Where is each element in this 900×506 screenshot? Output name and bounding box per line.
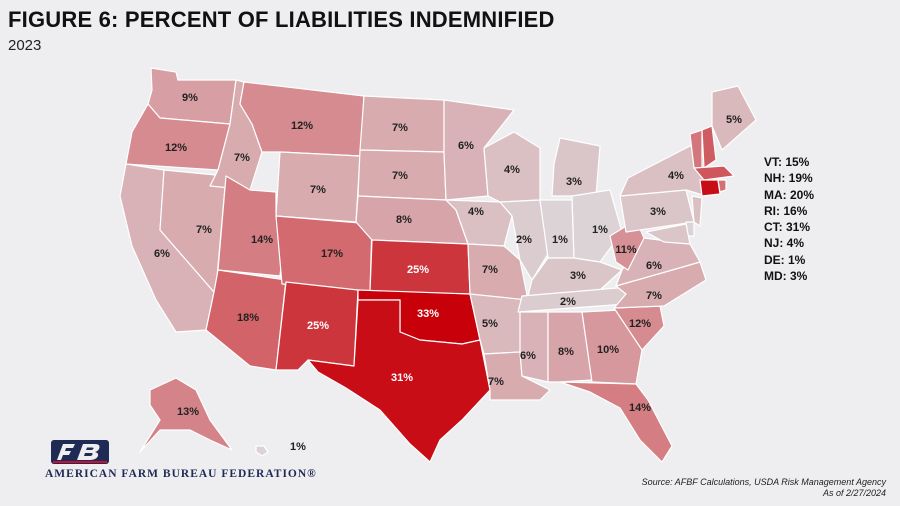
state-label-va: 6% xyxy=(646,260,662,272)
state-label-nv: 7% xyxy=(196,224,212,236)
state-label-wy: 7% xyxy=(310,184,326,196)
legend-item-nj: NJ: 4% xyxy=(764,236,805,251)
state-label-il: 2% xyxy=(516,234,532,246)
state-ut xyxy=(217,175,287,277)
state-label-la: 7% xyxy=(488,376,504,388)
state-ma xyxy=(693,165,735,181)
legend-item-nh: NH: 19% xyxy=(764,171,813,186)
state-nh xyxy=(701,125,717,169)
state-label-ga: 10% xyxy=(597,344,619,356)
state-md xyxy=(645,223,691,245)
afbf-logo-mark-icon xyxy=(51,440,109,464)
figure-subtitle: 2023 xyxy=(8,37,42,54)
state-label-in: 1% xyxy=(552,234,568,246)
legend-item-ct: CT: 31% xyxy=(764,220,811,235)
state-label-ok: 33% xyxy=(417,308,439,320)
state-label-sc: 12% xyxy=(629,318,651,330)
state-label-ca: 6% xyxy=(154,248,170,260)
state-label-mn: 6% xyxy=(458,140,474,152)
state-oh xyxy=(571,189,623,263)
state-label-pa: 3% xyxy=(650,206,666,218)
state-label-wi: 4% xyxy=(504,164,520,176)
state-me xyxy=(711,85,757,151)
legend-item-de: DE: 1% xyxy=(764,252,806,267)
state-label-tn: 2% xyxy=(560,296,576,308)
state-label-ne: 8% xyxy=(396,214,412,226)
state-ri xyxy=(717,179,727,193)
figure-title: FIGURE 6: PERCENT OF LIABILITIES INDEMNI… xyxy=(8,7,555,32)
state-label-co: 17% xyxy=(321,248,343,260)
state-label-wv: 11% xyxy=(615,244,637,256)
state-label-nc: 7% xyxy=(646,290,662,302)
state-label-hi: 1% xyxy=(290,441,306,453)
state-label-mo: 7% xyxy=(482,264,498,276)
state-label-nm: 25% xyxy=(307,320,329,332)
state-al xyxy=(547,311,593,383)
state-label-tx: 31% xyxy=(391,372,413,384)
legend-item-vt: VT: 15% xyxy=(764,155,810,169)
state-ak xyxy=(139,377,233,453)
source-line: Source: AFBF Calculations, USDA Risk Man… xyxy=(641,477,886,487)
state-label-mt: 12% xyxy=(291,120,313,132)
state-label-ak: 13% xyxy=(177,406,199,418)
state-ms xyxy=(519,311,549,383)
state-tx xyxy=(307,299,491,463)
state-label-id: 7% xyxy=(234,152,250,164)
state-label-or: 12% xyxy=(165,142,187,154)
legend-item-ri: RI: 16% xyxy=(764,203,808,218)
state-label-me: 5% xyxy=(726,114,742,126)
state-label-ut: 14% xyxy=(251,234,273,246)
state-label-al: 8% xyxy=(558,346,574,358)
state-label-ks: 25% xyxy=(407,264,429,276)
state-label-ky: 3% xyxy=(570,270,586,282)
state-label-wa: 9% xyxy=(182,92,198,104)
afbf-logo-text: AMERICAN FARM BUREAU FEDERATION® xyxy=(45,468,317,480)
state-label-ms: 6% xyxy=(520,350,536,362)
legend-item-md: MD: 3% xyxy=(764,269,808,284)
state-fl xyxy=(559,381,673,463)
state-label-nd: 7% xyxy=(392,122,408,134)
state-nj xyxy=(691,195,703,227)
state-hi xyxy=(255,445,269,457)
state-ct xyxy=(699,179,721,197)
legend-item-ma: MA: 20% xyxy=(764,187,815,202)
state-label-ny: 4% xyxy=(668,170,684,182)
as-of-date: As of 2/27/2024 xyxy=(822,488,886,498)
state-label-ia: 4% xyxy=(468,206,484,218)
afbf-logo: AMERICAN FARM BUREAU FEDERATION® xyxy=(45,438,325,482)
source-note: Source: AFBF Calculations, USDA Risk Man… xyxy=(642,477,886,499)
state-label-mi: 3% xyxy=(566,176,582,188)
small-states-legend: VT: 15% NH: 19% MA: 20% RI: 16% CT: 31% … xyxy=(764,154,814,284)
state-label-az: 18% xyxy=(237,312,259,324)
state-label-fl: 14% xyxy=(629,402,651,414)
state-label-ar: 5% xyxy=(482,318,498,330)
state-label-oh: 1% xyxy=(592,224,608,236)
state-label-sd: 7% xyxy=(392,170,408,182)
